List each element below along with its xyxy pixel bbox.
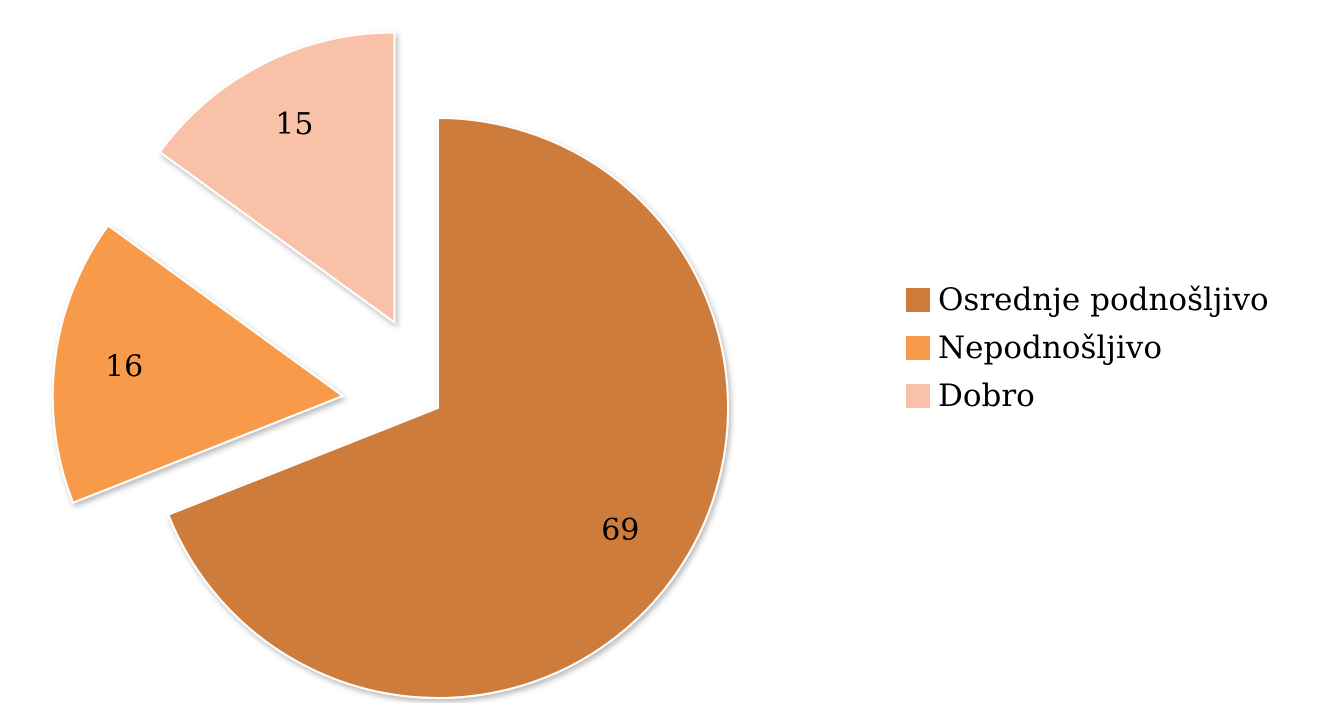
chart-legend: Osrednje podnošljivo Nepodnošljivo Dobro	[906, 276, 1269, 420]
legend-item-3: Dobro	[906, 372, 1269, 420]
pie-data-label-3: 15	[275, 107, 313, 142]
pie-data-label-2: 16	[105, 349, 143, 384]
legend-swatch-2	[906, 336, 930, 360]
pie-slice-1	[167, 116, 729, 699]
pie-data-labels: 69 16 15	[105, 107, 639, 548]
pie-slices	[51, 31, 729, 699]
legend-item-2: Nepodnošljivo	[906, 324, 1269, 372]
pie-slice-3	[158, 31, 396, 325]
legend-label-1: Osrednje podnošljivo	[938, 282, 1269, 318]
legend-item-1: Osrednje podnošljivo	[906, 276, 1269, 324]
legend-label-3: Dobro	[938, 378, 1035, 414]
legend-label-2: Nepodnošljivo	[938, 330, 1162, 366]
legend-swatch-3	[906, 384, 930, 408]
pie-data-label-1: 69	[601, 513, 639, 548]
legend-swatch-1	[906, 288, 930, 312]
pie-slice-2	[51, 224, 345, 505]
